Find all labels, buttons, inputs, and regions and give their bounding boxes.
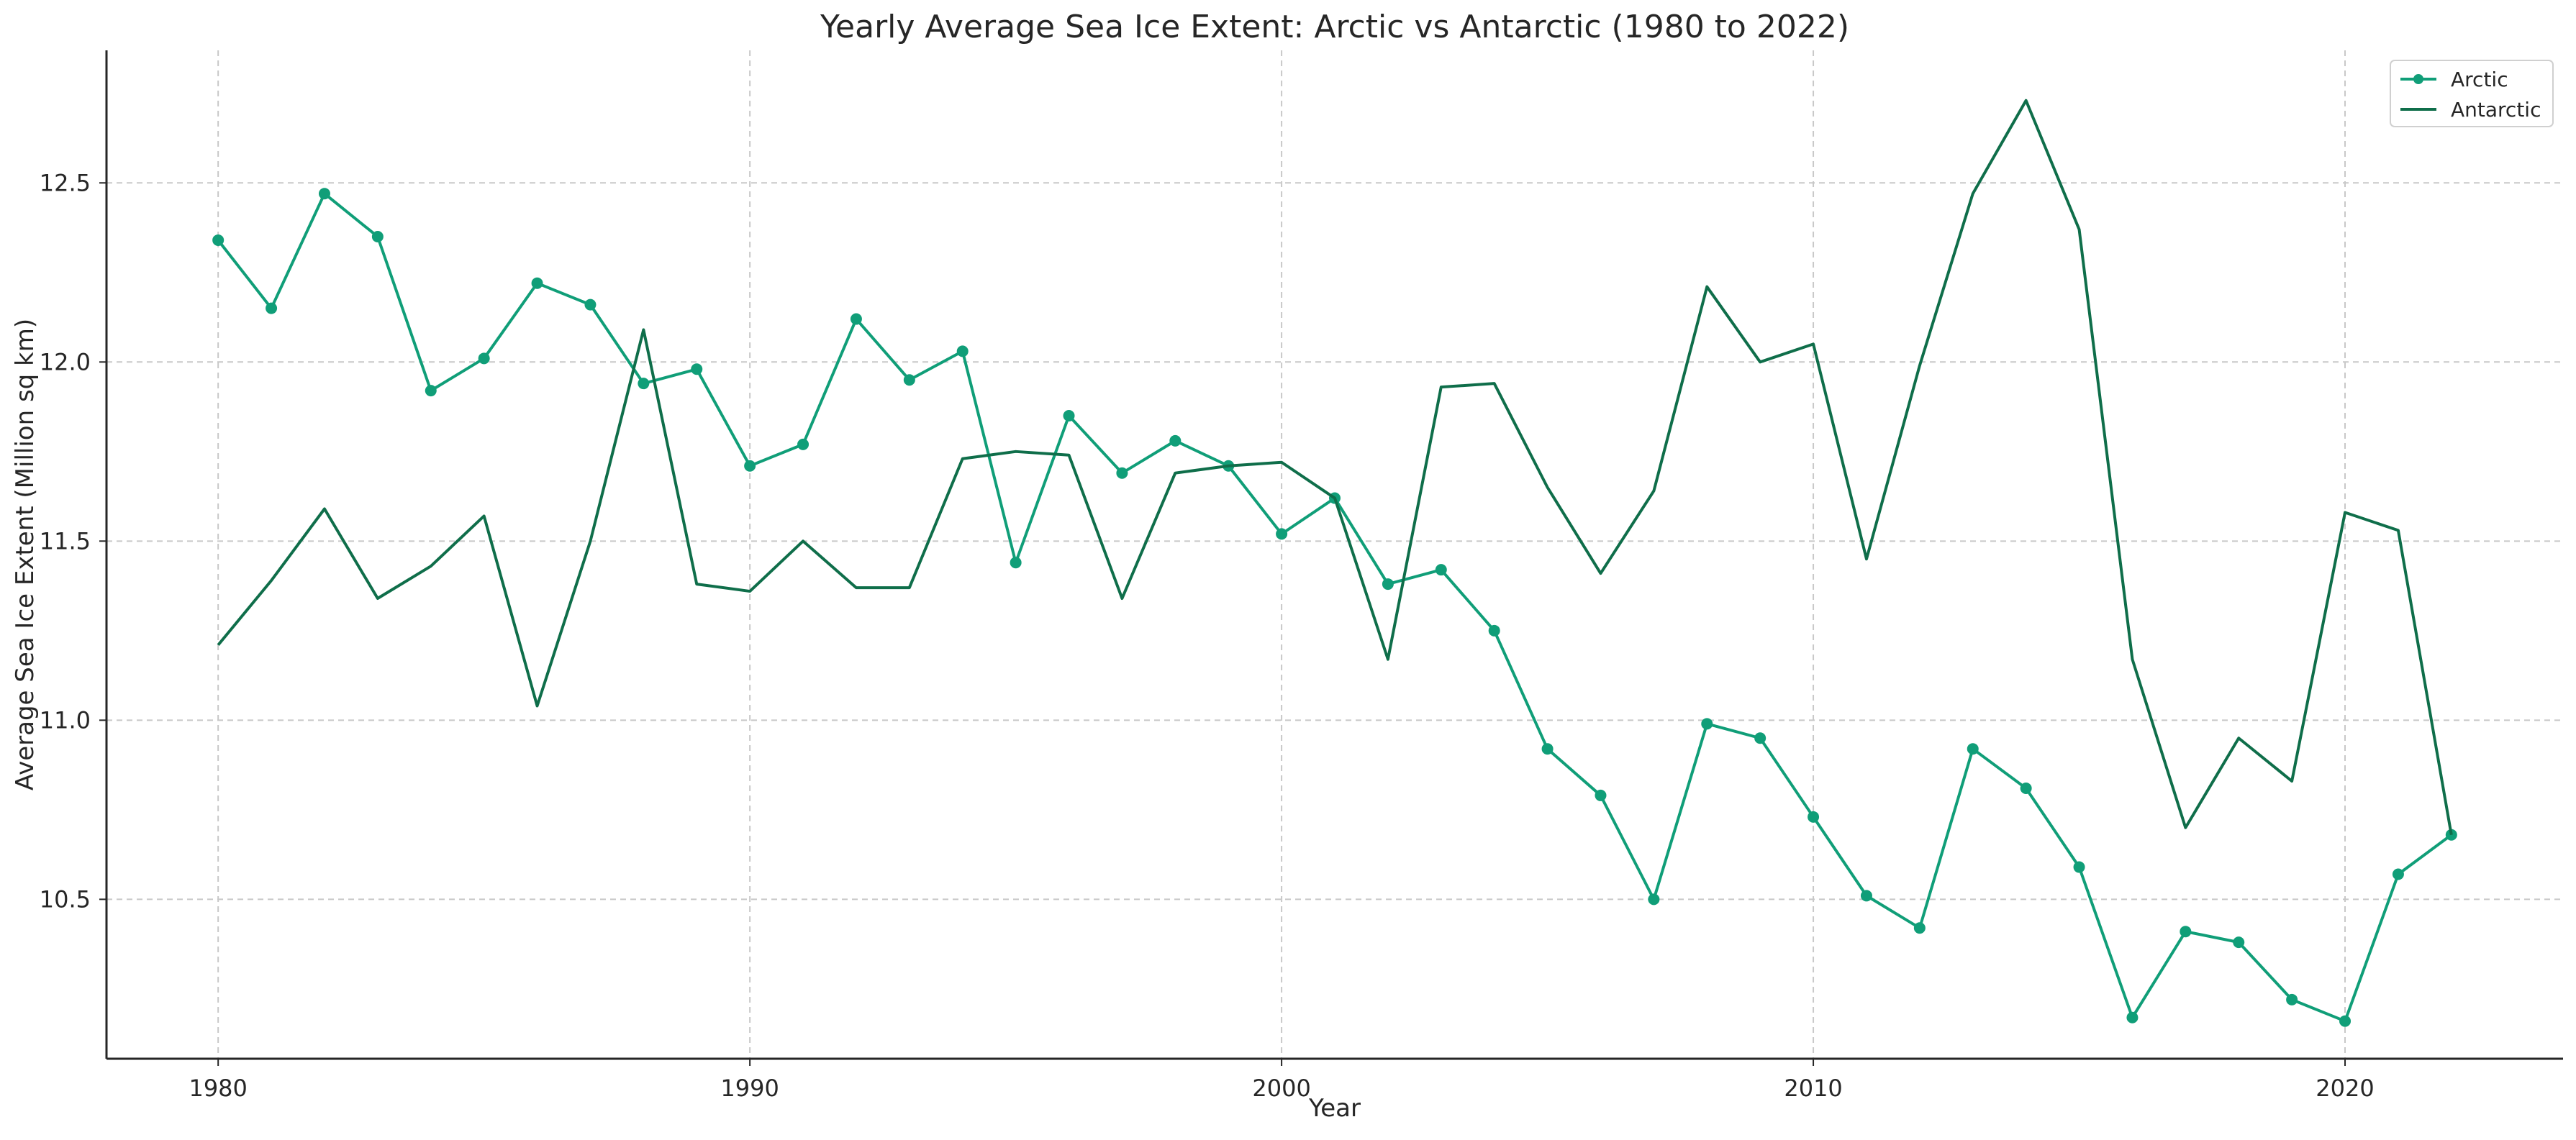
- x-tick-label: 2020: [2316, 1075, 2374, 1102]
- arctic-data-point: [638, 378, 650, 390]
- arctic-series-line: [217, 192, 2453, 1023]
- arctic-data-point: [318, 188, 330, 200]
- arctic-data-point: [266, 302, 278, 314]
- arctic-data-point: [2392, 868, 2404, 880]
- arctic-legend-label: Arctic: [2451, 68, 2508, 91]
- arctic-data-point: [1967, 743, 1979, 755]
- arctic-data-point: [371, 230, 384, 242]
- arctic-data-point: [2073, 861, 2085, 873]
- y-tick-label: 11.0: [40, 706, 91, 734]
- series-lines: [212, 99, 2457, 1027]
- antarctic-legend-label: Antarctic: [2451, 98, 2541, 122]
- axes: [99, 50, 2563, 1066]
- arctic-data-point: [2339, 1015, 2351, 1027]
- legend: Arctic Antarctic: [2390, 60, 2554, 127]
- arctic-data-point: [212, 234, 225, 246]
- arctic-data-point: [1116, 467, 1128, 479]
- arctic-data-point: [1595, 789, 1607, 801]
- arctic-data-point: [584, 298, 597, 311]
- y-axis-label: Average Sea Ice Extent (Million sq km): [11, 319, 40, 790]
- arctic-data-point: [797, 438, 809, 450]
- arctic-data-point: [2020, 782, 2032, 794]
- arctic-data-point: [691, 363, 703, 375]
- arctic-data-point: [1010, 557, 1022, 569]
- arctic-data-point: [1913, 922, 1926, 934]
- y-tick-label: 10.5: [40, 885, 91, 913]
- x-tick-label: 2010: [1784, 1075, 1842, 1102]
- arctic-data-point: [1754, 732, 1767, 744]
- arctic-data-point: [1063, 410, 1075, 422]
- arctic-data-point: [2180, 926, 2192, 938]
- arctic-data-point: [1860, 890, 1872, 902]
- x-tick-label: 1990: [720, 1075, 779, 1102]
- arctic-data-point: [1169, 434, 1182, 447]
- arctic-data-point: [1701, 718, 1713, 730]
- arctic-data-point: [1488, 624, 1500, 637]
- arctic-data-point: [478, 352, 490, 365]
- tick-labels: 1980 1990 2000 2010 2020 10.5 11.0 11.5 12.0 12.5: [40, 169, 2375, 1102]
- arctic-data-point: [2233, 936, 2245, 949]
- arctic-data-point: [903, 374, 915, 386]
- x-tick-label: 1980: [189, 1075, 247, 1102]
- y-tick-label: 12.5: [40, 169, 91, 196]
- arctic-data-point: [850, 313, 862, 325]
- y-tick-label: 11.5: [40, 527, 91, 555]
- grid-lines: [106, 50, 2563, 1059]
- arctic-data-point: [1808, 811, 1820, 823]
- x-tick-label: 2000: [1252, 1075, 1310, 1102]
- arctic-legend-marker: [2413, 74, 2423, 84]
- arctic-data-point: [1435, 564, 1447, 576]
- arctic-data-point: [744, 460, 756, 472]
- arctic-data-point: [2286, 993, 2298, 1006]
- x-axis-label: Year: [1308, 1094, 1361, 1123]
- chart-title: Yearly Average Sea Ice Extent: Arctic vs…: [820, 9, 1849, 45]
- y-tick-label: 12.0: [40, 348, 91, 375]
- arctic-data-point: [956, 345, 969, 357]
- arctic-data-point: [1541, 743, 1554, 755]
- arctic-data-point: [425, 385, 437, 397]
- arctic-data-point: [1382, 578, 1394, 590]
- arctic-data-point: [1276, 528, 1288, 540]
- arctic-data-point: [2126, 1011, 2139, 1023]
- antarctic-series-line: [217, 99, 2453, 836]
- arctic-data-point: [531, 277, 543, 289]
- arctic-data-point: [1648, 893, 1660, 906]
